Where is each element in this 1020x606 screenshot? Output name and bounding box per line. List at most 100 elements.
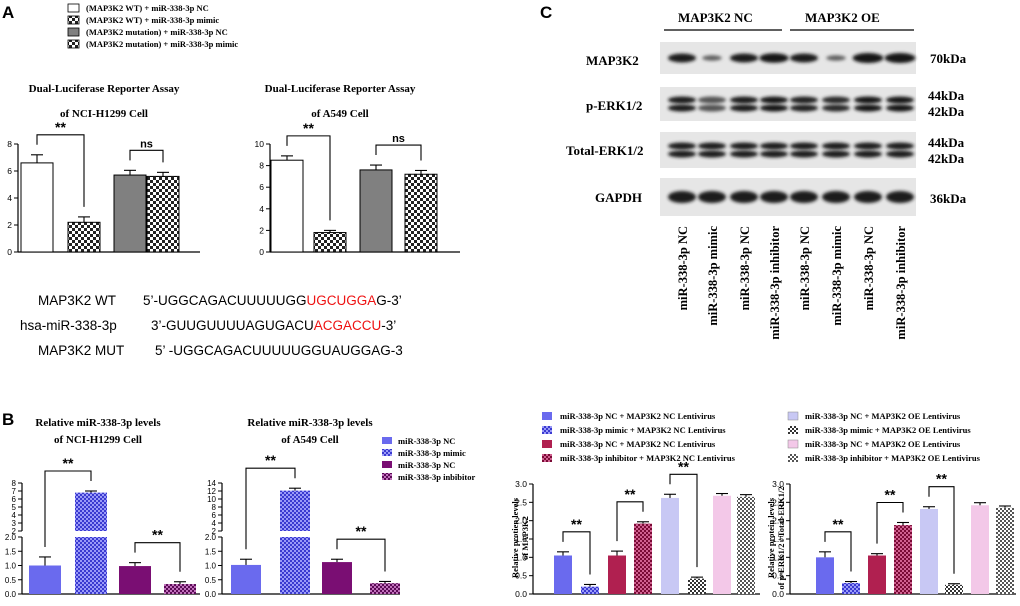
seq-mir: 3’-GUUGUUUUAGUGACUACGACCU-3’ — [151, 318, 396, 333]
legend-swatch-a-4 — [67, 39, 80, 49]
significance-label: ** — [936, 471, 947, 487]
bar — [313, 232, 347, 253]
blot-band — [886, 96, 914, 104]
legend-label-c-l-2: miR-338-3p mimic + MAP3K2 NC Lentivirus — [560, 425, 726, 435]
chart-title: Relative miR-338-3p levels — [247, 417, 373, 429]
blot-band — [698, 96, 726, 104]
blot-band — [854, 96, 882, 104]
chart-c1: 0.0 0.5 1.0 1.5 2.0 2.5 3.0 Relative protien le… — [510, 458, 760, 599]
blot-band — [790, 142, 818, 150]
y-tick-label: 7 — [12, 487, 17, 496]
significance-bracket — [129, 149, 164, 163]
chart-title: of NCI-H1299 Cell — [54, 434, 142, 446]
significance-label: ** — [833, 516, 844, 532]
bar — [554, 555, 572, 594]
y-tick-label: 4 — [12, 511, 17, 520]
y-tick-label: 2 — [12, 527, 17, 536]
significance-bracket — [336, 538, 386, 572]
seq-name-mir: hsa-miR-338-3p — [20, 318, 117, 333]
blot-band — [790, 104, 818, 112]
legend-swatch-a-2 — [67, 15, 80, 25]
y-tick-label: 2 — [212, 527, 217, 536]
y-tick-label: 14 — [207, 479, 216, 488]
legend-swatch-b-3 — [382, 461, 392, 468]
seq-wt-site: UGCUGGA — [307, 293, 377, 308]
legend-swatch-c-l-2 — [542, 426, 552, 434]
y-tick-label: 3 — [12, 519, 17, 528]
legend-swatch-c-l-3 — [542, 440, 552, 448]
legend-swatch-a-1 — [67, 3, 80, 13]
y-tick-label: 5 — [12, 503, 17, 512]
y-tick-label: 2.5 — [515, 497, 527, 507]
legend-swatch-c-r-2 — [788, 426, 798, 434]
bar — [868, 555, 886, 594]
blot-band — [854, 191, 882, 203]
blot-band — [730, 96, 758, 104]
significance-label: ** — [678, 458, 689, 474]
blot-band — [760, 142, 788, 150]
blot-band — [698, 142, 726, 150]
blot-row-label-terk: Total-ERK1/2 — [566, 143, 644, 158]
y-tick-label: 1.5 — [205, 547, 217, 556]
significance-bracket — [876, 501, 904, 544]
y-tick-label: 2.0 — [205, 533, 217, 542]
blot-band — [698, 191, 726, 203]
blot-band — [730, 53, 758, 63]
bar — [270, 159, 304, 253]
blot-band — [854, 104, 882, 112]
blot-band — [854, 142, 882, 150]
chart-title: Dual-Luciferase Reporter Assay — [265, 83, 416, 95]
y-tick-label: 8 — [212, 503, 217, 512]
blot-band — [886, 191, 914, 203]
blot-band — [822, 104, 850, 112]
legend-c-right: miR-338-3p NC + MAP3K2 OE Lentivirus miR… — [787, 411, 981, 463]
sequence-alignment: MAP3K2 WT 5’-UGGCAGACUUUUUGGUGCUGGAG-3’ … — [20, 293, 403, 358]
blot-band — [759, 53, 789, 63]
y-tick-label: 6 — [259, 182, 264, 192]
legend-label-a-3: (MAP3K2 mutation) + miR-338-3p NC — [86, 27, 228, 37]
lane-label: miR-338-3p NC — [738, 226, 752, 310]
legend-swatch-b-1 — [382, 437, 392, 444]
bar — [322, 562, 352, 594]
significance-label: ** — [63, 455, 74, 471]
blot-kda-42-b: 42kDa — [928, 151, 965, 166]
significance-bracket — [375, 144, 422, 161]
blot-band — [886, 104, 914, 112]
y-tick-label: 1.5 — [5, 547, 17, 556]
y-tick-label: 0.5 — [205, 576, 217, 585]
y-tick-label: 0.5 — [772, 571, 784, 581]
legend-swatch-c-r-4 — [788, 454, 798, 462]
y-tick-label: 8 — [12, 479, 17, 488]
bar — [688, 578, 706, 594]
bar — [996, 507, 1014, 594]
blot-band — [702, 55, 722, 61]
blot-band — [668, 96, 696, 104]
legend-swatch-a-3 — [67, 27, 80, 37]
blot-band — [822, 142, 850, 150]
significance-label: ns — [140, 138, 153, 150]
seq-mut-prefix: 5’ -UGGCAGACUUUUUGGUAUGGAG-3 — [155, 343, 403, 358]
blot-group-label-nc: MAP3K2 NC — [678, 10, 753, 25]
y-axis-label: Relative protein levels of p-ERK1/2 / Tot… — [766, 486, 786, 589]
blot-band — [886, 150, 914, 158]
bar — [737, 496, 755, 594]
chart-a1: 0 2 4 6 8 Dual-Luciferase Reporter Assay of NC… — [7, 83, 200, 257]
y-tick-label: 4 — [212, 519, 217, 528]
seq-wt-prefix: 5’-UGGCAGACUUUUUGG — [143, 293, 307, 308]
seq-mir-suffix: -3’ — [381, 318, 396, 333]
y-tick-label: 2.0 — [772, 516, 784, 526]
bar — [634, 523, 652, 594]
seq-mir-site: ACGACCU — [314, 318, 382, 333]
blot-band — [884, 53, 916, 63]
blot-band — [730, 150, 758, 158]
y-tick-label: 2 — [259, 225, 264, 235]
chart-title: Dual-Luciferase Reporter Assay — [29, 83, 180, 95]
significance-bracket — [928, 486, 955, 574]
chart-a2: 0 2 4 6 8 10 Dual-Luciferase Reporter Assay of … — [255, 83, 460, 257]
blot-band — [760, 96, 788, 104]
y-tick-label: 12 — [207, 487, 216, 496]
significance-bracket — [36, 134, 85, 207]
bar — [113, 174, 147, 253]
